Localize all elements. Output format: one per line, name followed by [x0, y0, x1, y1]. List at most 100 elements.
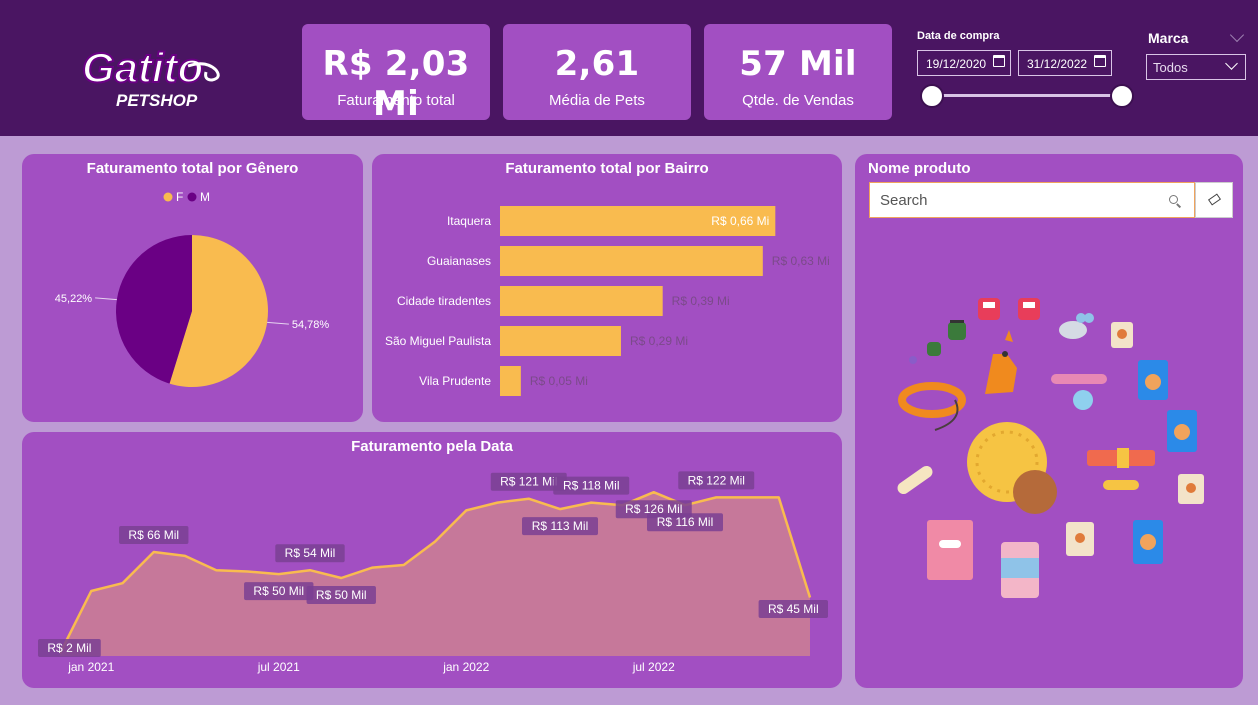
- kpi-label: Qtde. de Vendas: [742, 92, 854, 109]
- gatito-petshop-logo: Gatito PETSHOP: [81, 43, 220, 110]
- kpi-value: 2,61: [554, 44, 640, 84]
- product-search: Search: [869, 182, 1233, 218]
- bar-data-label: R$ 0,29 Mi: [630, 334, 688, 348]
- bar-category-label: Vila Prudente: [419, 374, 491, 388]
- kpi-card-vendas: 57 Mil Qtde. de Vendas: [704, 24, 892, 120]
- eraser-icon: [1207, 193, 1222, 206]
- data-label-box: [244, 582, 314, 601]
- pie-panel: Faturamento total por Gênero F M 54,78% 45,…: [22, 154, 363, 422]
- data-label-box: [758, 600, 828, 618]
- calendar-icon[interactable]: [1094, 55, 1106, 67]
- chevron-down-icon: [1225, 57, 1238, 70]
- marca-selected-value: Todos: [1153, 60, 1188, 75]
- data-label: R$ 126 Mil: [625, 502, 682, 516]
- data-label: R$ 121 Mil: [500, 475, 557, 489]
- slider-end-handle[interactable]: [1110, 84, 1134, 108]
- pet-clothes-icon[interactable]: [927, 342, 941, 356]
- toy-icon[interactable]: [909, 356, 917, 364]
- data-label: R$ 50 Mil: [316, 588, 367, 602]
- bar-chart-title: Faturamento total por Bairro: [505, 160, 709, 177]
- date-end-value: 31/12/2022: [1027, 57, 1088, 71]
- bar-2: [500, 286, 663, 316]
- pet-food-can-icon[interactable]: [1001, 542, 1039, 598]
- pie-slice-F: [169, 235, 268, 387]
- bar-data-label: R$ 0,66 Mi: [711, 214, 769, 228]
- data-label: R$ 54 Mil: [285, 546, 336, 560]
- date-start-value: 19/12/2020: [926, 57, 987, 71]
- data-label-box: [522, 517, 598, 536]
- data-label: R$ 2 Mil: [47, 641, 91, 655]
- data-label: R$ 116 Mil: [657, 515, 713, 529]
- data-label-box: [275, 544, 345, 563]
- pie-data-label: 45,22%: [55, 293, 93, 305]
- pet-food-bag-icon[interactable]: [1111, 322, 1133, 348]
- bar-category-label: Guaianases: [427, 254, 491, 268]
- bar-3: [500, 326, 621, 356]
- data-label-box: [553, 476, 630, 495]
- date-range-slider[interactable]: [932, 94, 1122, 97]
- bone-icon[interactable]: [895, 464, 935, 497]
- logo-swirl-icon: [187, 62, 220, 82]
- data-label: R$ 122 Mil: [688, 473, 745, 487]
- legend-marker-M: [187, 192, 197, 202]
- bar-0: [500, 206, 776, 236]
- kpi-label: Média de Pets: [549, 92, 645, 109]
- pet-clothes-icon[interactable]: [948, 320, 966, 340]
- search-placeholder: Search: [880, 192, 928, 209]
- bar-category-label: Cidade tiradentes: [397, 294, 491, 308]
- pie-chart: F M 54,78% 45,22%: [55, 190, 330, 387]
- marca-dropdown[interactable]: Todos: [1146, 54, 1246, 80]
- kpi-value: 57 Mil: [739, 44, 857, 84]
- bar-data-label: R$ 0,39 Mi: [672, 294, 730, 308]
- kpi-card-media-pets: 2,61 Média de Pets: [503, 24, 691, 120]
- x-tick-label: jul 2021: [257, 660, 300, 674]
- leash-collar-icon[interactable]: [898, 382, 966, 431]
- marca-filter-title: Marca: [1148, 30, 1189, 46]
- data-label-box: [678, 471, 755, 490]
- bar-data-label: R$ 0,05 Mi: [530, 374, 588, 388]
- x-tick-label: jan 2021: [67, 660, 114, 674]
- area-chart: jan 2021 jul 2021 jan 2022 jul 2022 R$ 2 Mil…: [38, 471, 828, 674]
- slider-start-handle[interactable]: [920, 84, 944, 108]
- kpi-label: Faturamento total: [337, 92, 455, 109]
- kpi-value: R$ 2,03 Mi: [322, 44, 470, 124]
- data-label-box: [647, 513, 723, 532]
- logo-main-text: Gatito: [82, 44, 203, 91]
- pet-food-bag-blue-icon[interactable]: [1138, 360, 1168, 400]
- pie-slice-M: [115, 235, 192, 384]
- pet-food-bag-blue-icon[interactable]: [1167, 410, 1197, 452]
- data-label: R$ 50 Mil: [253, 584, 304, 598]
- x-tick-label: jul 2022: [632, 660, 675, 674]
- pet-shirt-icon[interactable]: [1018, 298, 1040, 320]
- pet-shirt-icon[interactable]: [978, 298, 1000, 320]
- collar-buckle-icon[interactable]: [1087, 448, 1155, 468]
- spiky-ball-icon[interactable]: [1013, 470, 1057, 514]
- data-label-box: [119, 526, 189, 544]
- dog-figure-icon[interactable]: [985, 330, 1017, 394]
- pet-food-bag-blue-icon[interactable]: [1133, 520, 1163, 564]
- bone-icon[interactable]: [1103, 480, 1139, 490]
- bar-chart: Itaquera R$ 0,66 Mi Guaianases R$ 0,63 Mi Ci…: [385, 206, 830, 396]
- data-label-box: [490, 472, 567, 491]
- area-chart-title: Faturamento pela Data: [351, 438, 513, 455]
- logo-sub-text: PETSHOP: [116, 91, 198, 110]
- pie-chart-title: Faturamento total por Gênero: [86, 160, 299, 177]
- search-icon[interactable]: [1169, 195, 1178, 204]
- mouse-toy-icon[interactable]: [1059, 313, 1094, 339]
- search-input[interactable]: Search: [869, 182, 1195, 218]
- data-label-box: [306, 586, 376, 604]
- area-panel: Faturamento pela Data jan 2021 jul 2021 ja…: [22, 432, 842, 688]
- treat-bag-icon[interactable]: [927, 520, 973, 580]
- date-start-input[interactable]: 19/12/2020: [917, 50, 1011, 76]
- pie-leader-line: [95, 297, 117, 301]
- clear-selection-button[interactable]: [1195, 182, 1233, 218]
- pet-food-bag-icon[interactable]: [1066, 522, 1094, 556]
- date-end-input[interactable]: 31/12/2022: [1018, 50, 1112, 76]
- calendar-icon[interactable]: [993, 55, 1005, 67]
- pie-data-label: 54,78%: [292, 319, 330, 331]
- legend-label: F: [176, 190, 183, 204]
- pet-food-bag-icon[interactable]: [1178, 474, 1204, 504]
- dog-collar-icon[interactable]: [1051, 374, 1107, 410]
- bar-category-label: Itaquera: [447, 214, 491, 228]
- bar-panel: Faturamento total por Bairro Itaquera R$ …: [372, 154, 842, 422]
